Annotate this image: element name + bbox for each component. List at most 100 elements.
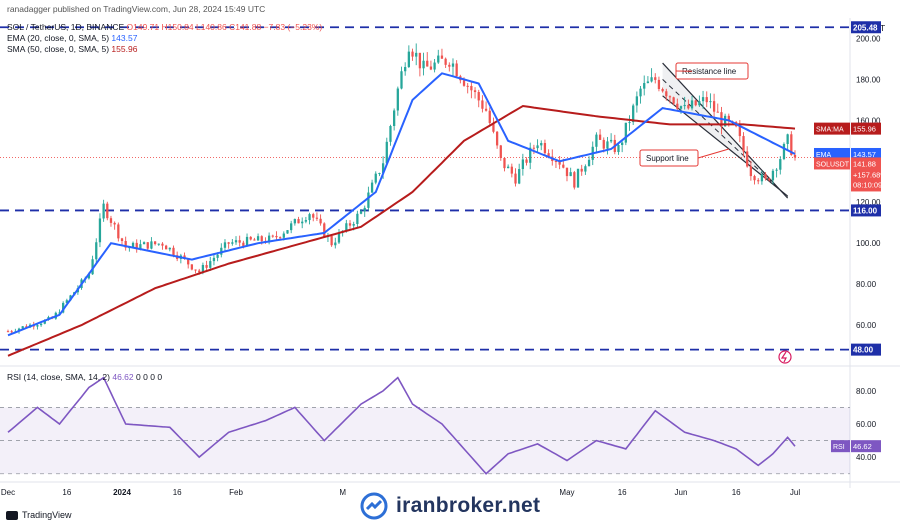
time-tick-label: 2024 (113, 488, 131, 497)
candle-body (650, 77, 653, 82)
candle-body (723, 115, 727, 127)
candle-body (120, 238, 124, 241)
candle-body (757, 180, 760, 182)
candle-body (58, 312, 61, 314)
price-tick-label: 120.00 (856, 198, 881, 207)
rsi-legend[interactable]: RSI (14, close, SMA, 14, 2) 46.62 0 0 0 … (7, 372, 162, 383)
candle-body (569, 172, 572, 177)
price-tag (851, 147, 881, 160)
candle-body (367, 192, 370, 208)
candle-body (455, 63, 458, 77)
candle-body (654, 77, 657, 80)
candle-body (62, 302, 65, 313)
candle-body (21, 326, 24, 329)
candle-body (297, 219, 300, 224)
candle-body (146, 242, 149, 249)
candle-body (415, 52, 418, 57)
candle-body (95, 242, 98, 260)
symbol-title[interactable]: SOL / TetherUS, 1D, BINANCE (7, 22, 125, 32)
candle-body (205, 264, 208, 268)
time-tick-label: May (559, 488, 574, 497)
candle-body (529, 147, 532, 163)
ohlc-values: O149.71 H150.84 L140.86 C141.88 −7.83 (−… (126, 22, 323, 32)
candle-body (518, 169, 521, 184)
candle-body (212, 257, 216, 262)
candle-body (683, 104, 686, 107)
candle-body (39, 323, 43, 326)
candle-body (6, 331, 10, 333)
candle-body (308, 214, 311, 221)
candle-body (749, 166, 753, 177)
price-tag-value: 155.96 (853, 125, 876, 134)
indicator-tag-label: EMA (816, 152, 832, 159)
candle-body (492, 122, 495, 132)
channel-layer: Resistance line Support line (639, 62, 789, 199)
candle-body (473, 90, 477, 93)
candle-body (279, 237, 282, 239)
candle-body (65, 300, 68, 303)
candle-body (576, 168, 580, 188)
candle-body (164, 245, 168, 250)
price-tick-label: 100.00 (856, 239, 881, 248)
candle-body (216, 254, 219, 258)
time-tick-label: M (339, 488, 346, 497)
price-tick-label: 160.00 (856, 116, 881, 125)
candle-body (190, 264, 194, 270)
candle-body (187, 258, 190, 265)
candle-body (672, 97, 675, 104)
candle-body (510, 166, 513, 174)
candle-body (433, 62, 436, 70)
time-tick-label: 16 (62, 488, 71, 497)
candle-body (286, 230, 289, 234)
price-tick-label: 60.00 (856, 321, 877, 330)
candle-body (558, 161, 561, 165)
candle-body (793, 154, 797, 158)
price-tag-extra: 08:10:09 (853, 180, 882, 189)
candle-body (271, 235, 274, 237)
candle-body (198, 270, 201, 273)
candle-body (168, 247, 171, 250)
candle-body (716, 111, 719, 113)
sma-50-line (7, 104, 796, 357)
candle-body (484, 108, 488, 111)
price-tick-label: 200.00 (856, 34, 881, 43)
alert-icon[interactable] (778, 350, 792, 364)
candle-body (690, 100, 694, 109)
candle-body (602, 139, 605, 149)
candle-body (98, 218, 102, 243)
publisher-line: ranadagger published on TradingView.com,… (7, 4, 266, 14)
candle-body (775, 169, 778, 171)
candle-body (665, 91, 668, 97)
rsi-legend-extra-2: 0 (150, 372, 155, 382)
candle-body (609, 139, 613, 142)
candle-body (348, 223, 352, 226)
candle-body (694, 100, 697, 106)
candle-body (183, 255, 186, 259)
annotation-pointer (697, 148, 729, 159)
ema-legend-value: 143.57 (111, 33, 138, 43)
candle-body (764, 174, 767, 179)
candle-body (698, 101, 701, 106)
sma-legend[interactable]: SMA (50, close, 0, SMA, 5) 155.96 (7, 44, 137, 55)
ema-legend[interactable]: EMA (20, close, 0, SMA, 5) 143.57 (7, 33, 137, 44)
candle-body (91, 259, 94, 275)
candle-body (580, 168, 583, 172)
candle-body (499, 145, 502, 158)
watermark-logo-icon (360, 492, 388, 520)
alert-bolt-icon (780, 351, 787, 363)
candle-body (301, 221, 304, 224)
candle-body (334, 242, 337, 246)
indicator-tag (814, 122, 850, 135)
candle-body (712, 101, 716, 112)
candle-body (194, 269, 197, 271)
candle-body (404, 67, 407, 72)
time-tick-label: Jun (675, 488, 688, 497)
candle-body (617, 145, 620, 153)
candle-body (161, 243, 164, 246)
rsi-indicator-tag (831, 440, 850, 453)
tradingview-brand[interactable]: TradingView (6, 510, 72, 520)
candle-body (771, 170, 775, 181)
candle-body (36, 325, 39, 327)
candle-body (462, 80, 466, 86)
candle-body (370, 182, 374, 193)
